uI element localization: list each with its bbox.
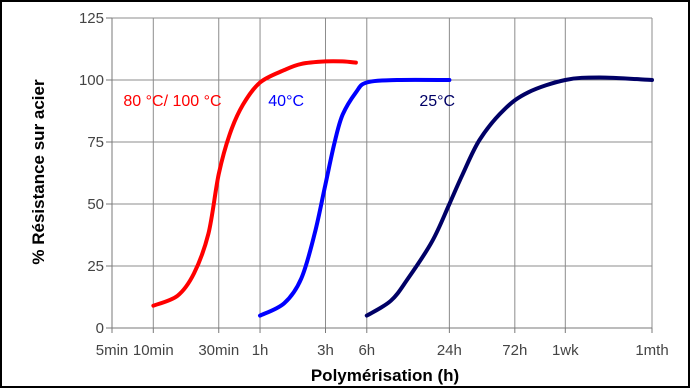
- y-tick-label: 125: [79, 10, 104, 27]
- y-tick-label: 75: [87, 134, 104, 151]
- x-tick-label: 5min: [96, 342, 129, 359]
- x-tick-label: 6h: [358, 342, 375, 359]
- series-label-80-100c: 80 °C/ 100 °C: [123, 93, 221, 110]
- series-line-80-100c: [151, 59, 358, 308]
- series-line-40c: [258, 77, 452, 318]
- series-labels-layer: 80 °C/ 100 °C 40°C 25°C: [123, 93, 455, 110]
- series-label-40c: 40°C: [268, 93, 304, 110]
- x-tick-label: 30min: [198, 342, 239, 359]
- x-tick-label: 1mth: [635, 342, 668, 359]
- x-tick-label: 24h: [437, 342, 462, 359]
- series-label-25c: 25°C: [419, 93, 455, 110]
- series-line-25c: [364, 75, 654, 318]
- grid-layer: [112, 17, 653, 328]
- axes-layer: 0 25 50 75 100 125 5min 10min 30min 1h 3h 6h 24h 72h 1…: [79, 10, 669, 359]
- y-axis-title: % Résistance sur acier: [29, 79, 48, 265]
- x-tick-label: 3h: [317, 342, 334, 359]
- x-tick-label: 10min: [133, 342, 174, 359]
- x-axis-title: Polymérisation (h): [311, 366, 459, 385]
- x-tick-label: 72h: [502, 342, 527, 359]
- x-tick-label: 1h: [252, 342, 269, 359]
- x-tick-label: 1wk: [552, 342, 579, 359]
- y-tick-label: 0: [96, 320, 104, 337]
- y-tick-label: 100: [79, 72, 104, 89]
- y-tick-label: 25: [87, 258, 104, 275]
- y-tick-label: 50: [87, 196, 104, 213]
- series-layer: [151, 59, 654, 318]
